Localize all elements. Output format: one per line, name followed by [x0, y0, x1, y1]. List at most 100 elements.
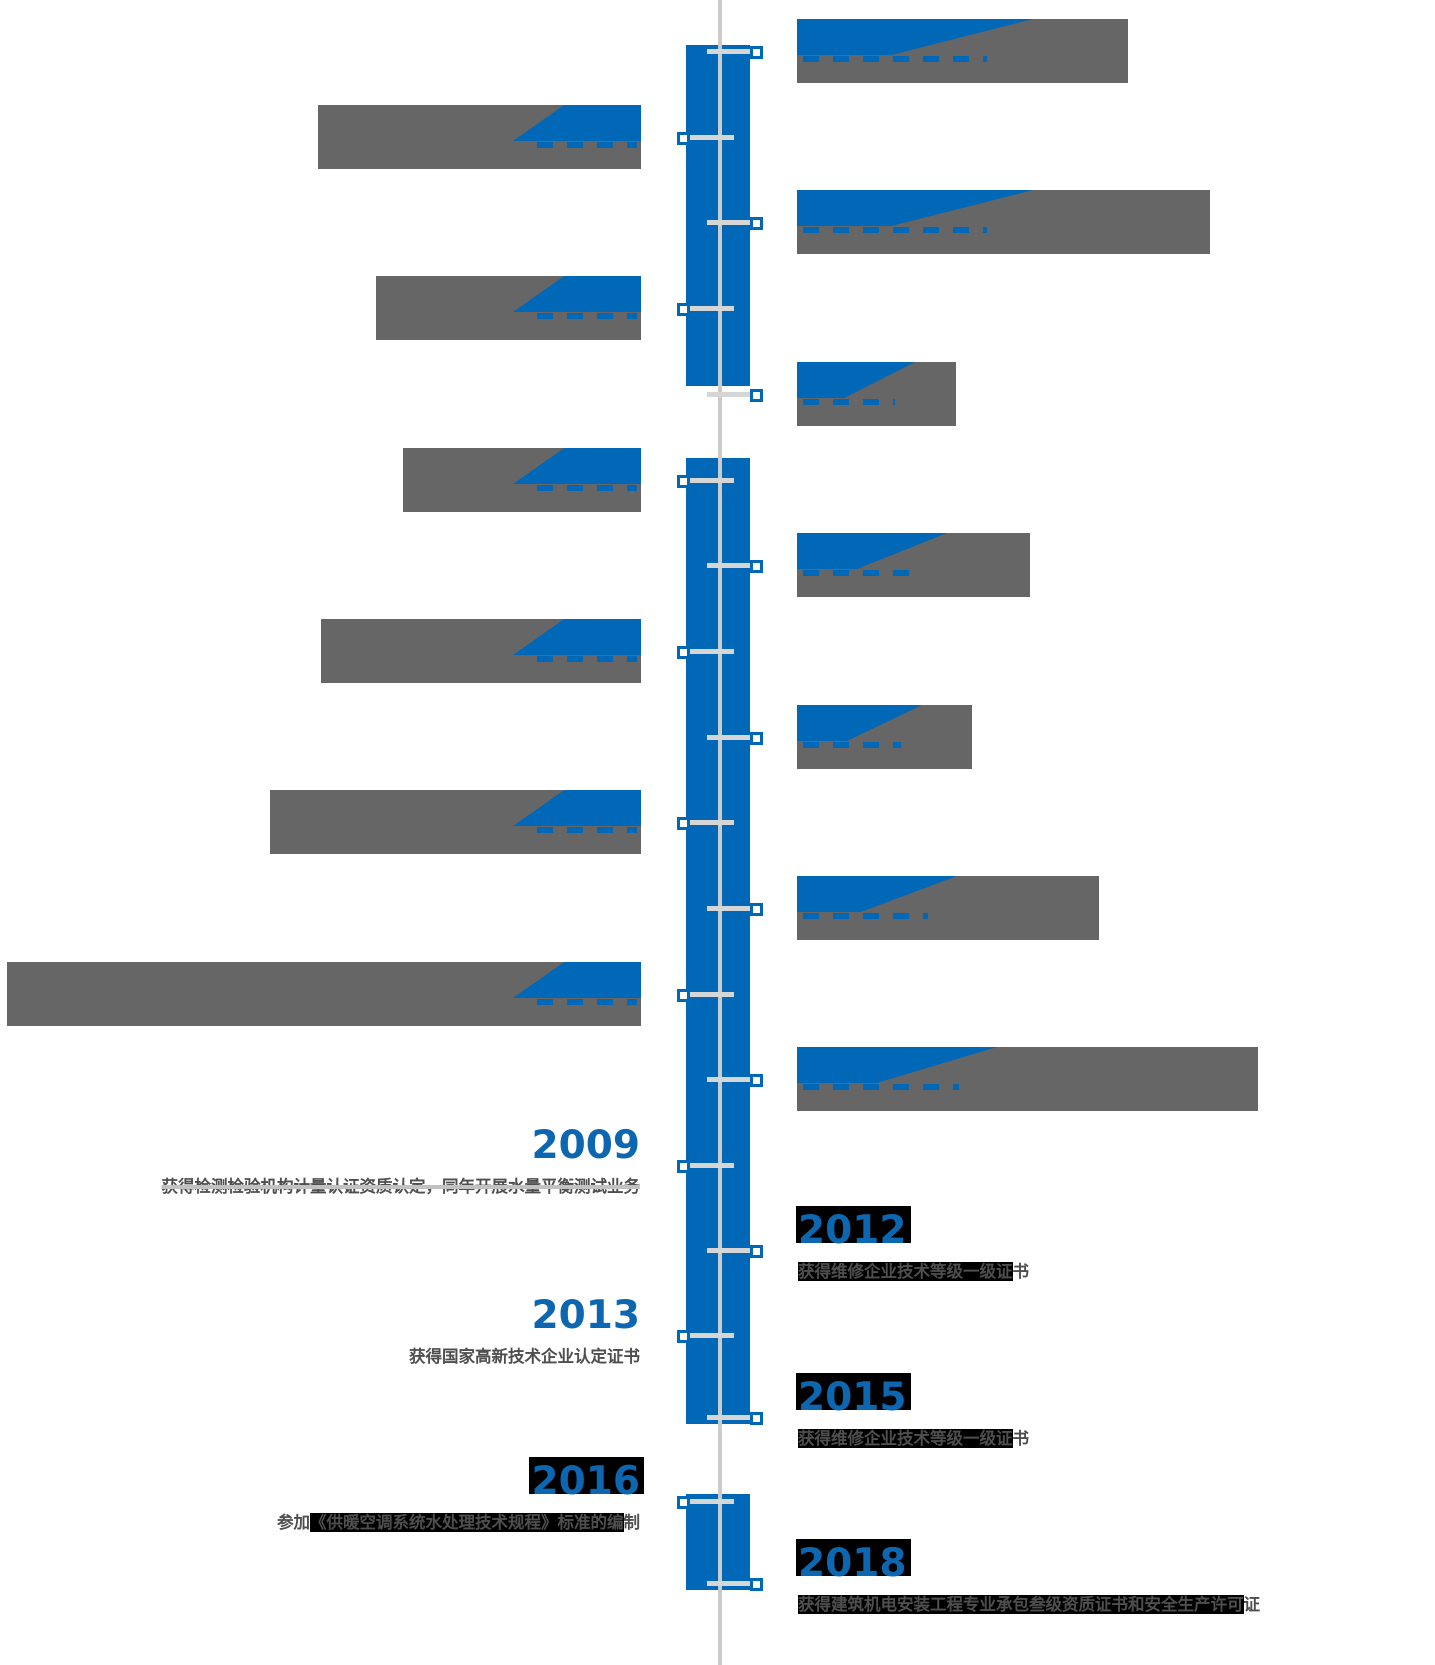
timeline-tick — [707, 392, 759, 397]
milestone-year: 2012 — [796, 1206, 911, 1252]
milestone-year-text: 2012 — [796, 1206, 911, 1252]
timeline-node-dot — [681, 479, 686, 484]
redacted-year-digit-tails — [803, 56, 987, 62]
timeline-tick — [682, 1333, 734, 1338]
timeline-node-dot — [754, 907, 759, 912]
timeline-tick — [682, 649, 734, 654]
timeline-node-dot — [681, 821, 686, 826]
redacted-year-digit-tails — [537, 142, 637, 148]
timeline-node-dot — [681, 1334, 686, 1339]
timeline-node-dot — [681, 993, 686, 998]
timeline-tick — [707, 906, 759, 911]
timeline-node-dot — [754, 1249, 759, 1254]
timeline-node-dot — [754, 50, 759, 55]
milestone-description-text: 书 — [1012, 1262, 1030, 1281]
timeline-node-dot — [754, 564, 759, 569]
timeline-axis-line — [718, 0, 722, 1665]
timeline-node-marker[interactable] — [750, 1412, 763, 1425]
timeline-tick — [682, 1163, 734, 1168]
timeline-tick — [707, 735, 759, 740]
timeline-node-marker[interactable] — [750, 560, 763, 573]
timeline-node-marker[interactable] — [677, 817, 690, 830]
milestone-description: 获得维修企业技术等级一级证书 — [798, 1428, 1029, 1449]
timeline-node-marker[interactable] — [677, 132, 690, 145]
timeline-node-dot — [681, 307, 686, 312]
milestone-year: 2018 — [796, 1539, 911, 1585]
timeline-node-marker[interactable] — [750, 732, 763, 745]
milestone-year-text: 2016 — [529, 1457, 644, 1503]
milestone-description: 获得检测检验机构计量认证资质认定，同年开展水量平衡测试业务 — [162, 1176, 641, 1197]
timeline-node-marker[interactable] — [677, 646, 690, 659]
timeline-tick — [682, 820, 734, 825]
timeline-tick — [707, 1581, 759, 1586]
timeline-node-dot — [681, 1500, 686, 1505]
timeline-node-marker[interactable] — [750, 217, 763, 230]
milestone-year-text: 2013 — [531, 1293, 640, 1338]
redacted-year-digit-tails — [803, 227, 987, 233]
milestone-description-selected-text: 获得建筑机电安装工程专业承包叁级资质证书和安全生产许可 — [798, 1595, 1244, 1614]
milestone-description: 参加《供暖空调系统水处理技术规程》标准的编制 — [277, 1512, 640, 1533]
timeline-node-dot — [754, 1078, 759, 1083]
timeline-tick — [707, 1248, 759, 1253]
redacted-year-digit-tails — [537, 485, 637, 491]
timeline-node-marker[interactable] — [677, 1330, 690, 1343]
redacted-year-digit-tails — [537, 999, 637, 1005]
milestone-description-text: 书 — [1012, 1429, 1030, 1448]
timeline-tick — [682, 135, 734, 140]
timeline-node-marker[interactable] — [750, 1578, 763, 1591]
timeline-node-marker[interactable] — [677, 1160, 690, 1173]
milestone-description: 获得国家高新技术企业认定证书 — [409, 1346, 640, 1367]
redacted-year-digit-tails — [803, 399, 895, 405]
timeline-node-dot — [754, 393, 759, 398]
redacted-year-digit-tails — [537, 313, 637, 319]
milestone-description-text: 参加 — [277, 1513, 310, 1532]
milestone-description: 获得建筑机电安装工程专业承包叁级资质证书和安全生产许可证 — [798, 1594, 1260, 1615]
timeline-tick — [682, 1499, 734, 1504]
milestone-year-text: 2009 — [531, 1123, 640, 1168]
milestone-year: 2009 — [531, 1125, 640, 1167]
redacted-year-digit-tails — [537, 827, 637, 833]
milestone-description: 获得维修企业技术等级一级证书 — [798, 1261, 1029, 1282]
timeline-node-dot — [754, 221, 759, 226]
redacted-year-digit-tails — [803, 1084, 959, 1090]
timeline-tick — [707, 220, 759, 225]
milestone-year: 2015 — [796, 1373, 911, 1419]
redacted-year-digit-tails — [803, 570, 920, 576]
timeline-node-marker[interactable] — [750, 1245, 763, 1258]
timeline-node-dot — [754, 1582, 759, 1587]
timeline-tick — [682, 992, 734, 997]
milestone-year-text: 2018 — [796, 1539, 911, 1585]
timeline-node-marker[interactable] — [677, 475, 690, 488]
timeline-node-marker[interactable] — [677, 989, 690, 1002]
timeline-tick — [682, 478, 734, 483]
timeline-tick — [682, 306, 734, 311]
milestone-description-text: 证 — [1243, 1595, 1261, 1614]
timeline-node-dot — [754, 736, 759, 741]
timeline-node-marker[interactable] — [677, 303, 690, 316]
milestone-description-text: 制 — [623, 1513, 641, 1532]
timeline-node-marker[interactable] — [750, 46, 763, 59]
timeline-node-marker[interactable] — [750, 389, 763, 402]
milestone-year: 2016 — [529, 1457, 644, 1503]
timeline-node-marker[interactable] — [677, 1496, 690, 1509]
milestone-description-selected-text: 《供暖空调系统水处理技术规程》标准的编 — [310, 1513, 624, 1532]
timeline-tick — [707, 563, 759, 568]
timeline-node-dot — [681, 1164, 686, 1169]
milestone-description-selected-text: 获得维修企业技术等级一级证 — [798, 1262, 1013, 1281]
milestone-year: 2013 — [531, 1295, 640, 1337]
redacted-year-digit-tails — [803, 742, 901, 748]
timeline-node-marker[interactable] — [750, 1074, 763, 1087]
timeline-node-dot — [754, 1416, 759, 1421]
milestone-description-text: 获得检测检验机构计量认证资质认定，同年开展水量平衡测试业务 — [161, 1177, 641, 1196]
timeline-tick — [707, 1077, 759, 1082]
timeline-tick — [707, 1415, 759, 1420]
timeline-tick — [707, 49, 759, 54]
timeline-node-marker[interactable] — [750, 903, 763, 916]
timeline-node-dot — [681, 136, 686, 141]
milestone-description-text: 获得国家高新技术企业认定证书 — [409, 1347, 640, 1366]
timeline-node-dot — [681, 650, 686, 655]
milestone-year-text: 2015 — [796, 1373, 911, 1419]
redacted-year-digit-tails — [537, 656, 637, 662]
milestone-description-selected-text: 获得维修企业技术等级一级证 — [798, 1429, 1013, 1448]
